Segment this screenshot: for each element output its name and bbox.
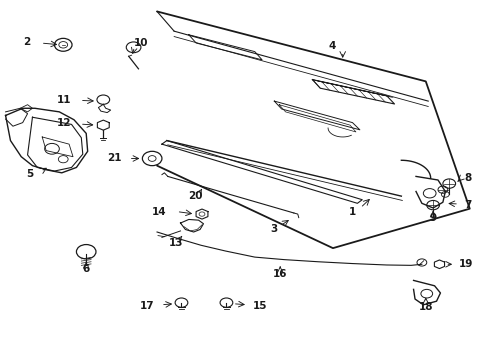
Text: 9: 9: [430, 213, 437, 222]
Text: 20: 20: [188, 191, 202, 201]
Text: 21: 21: [107, 153, 122, 163]
Text: 6: 6: [83, 264, 90, 274]
Text: 2: 2: [23, 37, 30, 47]
Text: 13: 13: [169, 238, 183, 248]
Text: 5: 5: [26, 168, 34, 179]
Text: 19: 19: [459, 259, 473, 269]
Text: 17: 17: [140, 301, 155, 311]
Text: 12: 12: [57, 118, 72, 128]
Text: 16: 16: [273, 269, 288, 279]
Text: 14: 14: [152, 207, 167, 217]
Text: 3: 3: [270, 225, 278, 234]
Text: 10: 10: [134, 38, 148, 48]
Text: 1: 1: [349, 207, 356, 217]
Text: 4: 4: [328, 41, 336, 51]
Text: 15: 15: [253, 301, 268, 311]
Text: 7: 7: [464, 200, 471, 210]
Text: 18: 18: [418, 302, 433, 312]
Text: 8: 8: [464, 173, 471, 183]
Text: 11: 11: [57, 95, 72, 105]
